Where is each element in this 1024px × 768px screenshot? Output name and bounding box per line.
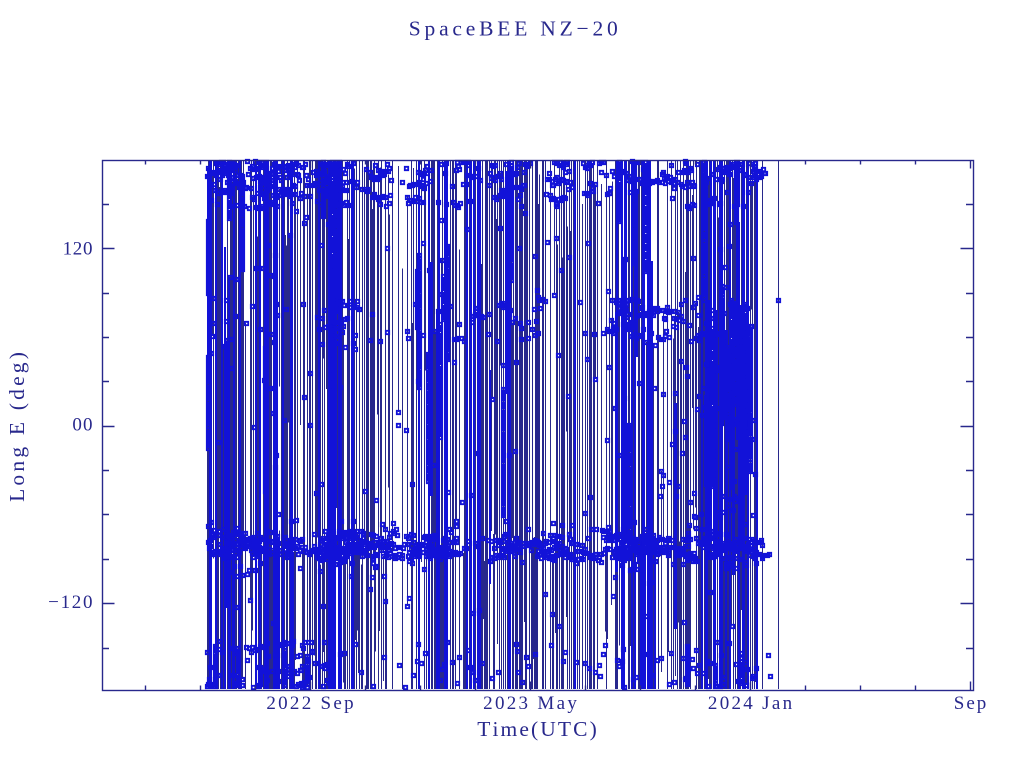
svg-text:2024 Jan: 2024 Jan — [708, 693, 794, 714]
svg-text:120: 120 — [63, 239, 94, 260]
svg-text:−120: −120 — [48, 592, 94, 613]
svg-text:2023 May: 2023 May — [483, 693, 579, 714]
svg-text:Long E (deg): Long E (deg) — [5, 349, 29, 502]
svg-text:Sep: Sep — [954, 693, 989, 714]
svg-text:00: 00 — [72, 415, 93, 436]
svg-text:SpaceBEE NZ−20: SpaceBEE NZ−20 — [409, 17, 622, 41]
svg-text:Time(UTC): Time(UTC) — [477, 717, 599, 741]
svg-text:2022 Sep: 2022 Sep — [266, 693, 356, 714]
